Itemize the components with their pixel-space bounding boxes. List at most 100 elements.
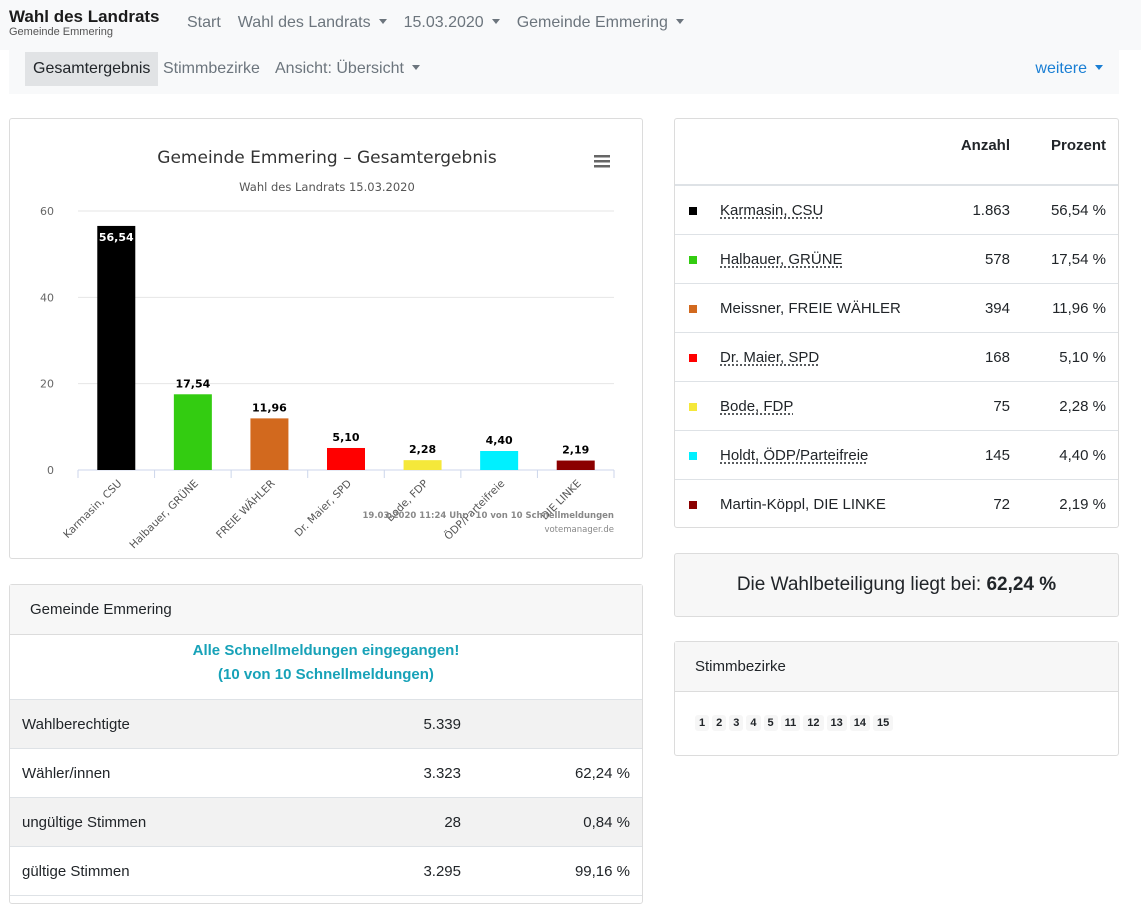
reports-notice: Alle Schnellmeldungen eingegangen! (10 v… (10, 635, 642, 700)
y-tick-label: 0 (47, 464, 54, 477)
district-link[interactable]: 12 (803, 715, 824, 731)
bar[interactable] (327, 447, 365, 470)
bar[interactable] (250, 418, 289, 470)
chart-title: Gemeinde Emmering – Gesamtergebnis (157, 148, 497, 168)
y-tick-label: 60 (40, 205, 54, 218)
top-navbar: Wahl des Landrats Gemeinde Emmering Star… (0, 0, 1141, 50)
candidate-percent: 11,96 % (1052, 300, 1106, 317)
stat-label: Wahlberechtigte (22, 716, 130, 733)
x-tick-label: FREIE WÄHLER (213, 477, 277, 541)
candidate-percent: 2,28 % (1059, 398, 1106, 415)
district-list: 1 2 3 4 5 11 12 13 14 15 (695, 715, 894, 731)
nav-start-link[interactable]: Start (187, 14, 221, 31)
results-row: Halbauer, GRÜNE 578 17,54 % (675, 235, 1118, 284)
results-table-header: Anzahl Prozent (675, 119, 1118, 186)
stats-row: Wahlberechtigte 5.339 (10, 700, 642, 749)
nav-date-dropdown[interactable]: 15.03.2020 (404, 14, 500, 32)
district-link[interactable]: 13 (826, 715, 847, 731)
candidate-votes: 394 (984, 300, 1010, 317)
chart-credit-site: votemanager.de (544, 525, 614, 535)
districts-card: Stimmbezirke 1 2 3 4 5 11 12 13 14 15 (674, 641, 1119, 756)
color-swatch (689, 207, 697, 215)
candidate-name[interactable]: Dr. Maier, SPD (720, 349, 820, 366)
hamburger-menu-icon[interactable] (594, 155, 610, 168)
chevron-down-icon (378, 19, 387, 24)
color-swatch (689, 354, 697, 362)
more-dropdown[interactable]: weitere (1035, 52, 1103, 86)
municipality-stats-card: Gemeinde Emmering Alle Schnellmeldungen … (9, 584, 643, 904)
color-swatch (689, 256, 697, 264)
x-tick-label: ÖDP/Parteifreie (442, 477, 508, 543)
nav-election-dropdown[interactable]: Wahl des Landrats (238, 14, 387, 32)
results-row: Martin-Köppl, DIE LINKE 72 2,19 % (675, 480, 1118, 529)
chevron-down-icon (491, 19, 500, 24)
district-link[interactable]: 3 (729, 715, 744, 731)
color-swatch (689, 501, 697, 509)
chevron-down-icon (1095, 65, 1103, 70)
district-link[interactable]: 4 (746, 715, 761, 731)
candidate-percent: 17,54 % (1050, 251, 1106, 268)
results-row: Holdt, ÖDP/Parteifreie 145 4,40 % (675, 431, 1118, 480)
view-dropdown[interactable]: Ansicht: Übersicht (267, 52, 428, 86)
stats-row: gültige Stimmen 3.295 99,16 % (10, 847, 642, 896)
data-label: 2,28 (409, 443, 436, 456)
stats-row: Wähler/innen 3.323 62,24 % (10, 749, 642, 798)
x-tick-label: Karmasin, CSU (61, 478, 124, 541)
bar[interactable] (97, 225, 136, 470)
district-link[interactable]: 2 (712, 715, 727, 731)
results-table: Anzahl Prozent Karmasin, CSU 1.863 56,54 %… (674, 118, 1119, 528)
candidate-votes: 145 (984, 447, 1010, 464)
candidate-name[interactable]: Halbauer, GRÜNE (720, 251, 843, 268)
bar[interactable] (480, 451, 519, 470)
district-link[interactable]: 5 (763, 715, 778, 731)
stat-label: ungültige Stimmen (22, 814, 147, 831)
color-swatch (689, 452, 697, 460)
tab-stimmbezirke[interactable]: Stimmbezirke (163, 60, 260, 77)
data-label: 56,54 (99, 231, 134, 244)
notice-line2: (10 von 10 Schnellmeldungen) (218, 666, 434, 683)
x-tick-label: Dr. Maier, SPD (293, 478, 355, 540)
stat-value: 5.339 (423, 716, 461, 733)
data-label: 5,10 (332, 431, 359, 444)
data-label: 2,19 (562, 444, 589, 457)
stat-percent: 0,84 % (583, 814, 630, 831)
notice-line1: Alle Schnellmeldungen eingegangen! (192, 642, 460, 659)
candidate-name[interactable]: Bode, FDP (720, 398, 794, 415)
results-row: Bode, FDP 75 2,28 % (675, 382, 1118, 431)
results-row: Dr. Maier, SPD 168 5,10 % (675, 333, 1118, 382)
y-tick-label: 40 (40, 291, 54, 304)
header-percent: Prozent (1050, 137, 1106, 154)
district-link[interactable]: 14 (849, 715, 871, 731)
district-link[interactable]: 1 (695, 715, 710, 731)
district-link[interactable]: 15 (873, 715, 894, 731)
tab-gesamtergebnis[interactable]: Gesamtergebnis (25, 52, 159, 86)
candidate-name[interactable]: Holdt, ÖDP/Parteifreie (720, 447, 869, 464)
more-dropdown-label: weitere (1035, 60, 1087, 77)
district-link[interactable]: 11 (780, 715, 801, 731)
bar[interactable] (403, 460, 442, 470)
stat-percent: 99,16 % (574, 863, 630, 880)
y-tick-label: 20 (40, 378, 54, 391)
candidate-name[interactable]: Karmasin, CSU (720, 202, 824, 219)
nav-election-label: Wahl des Landrats (237, 14, 371, 31)
candidate-percent: 2,19 % (1059, 496, 1106, 513)
bar[interactable] (173, 394, 212, 470)
chart-card: Gemeinde Emmering – Gesamtergebnis Wahl … (9, 118, 643, 559)
view-dropdown-label: Ansicht: Übersicht (275, 60, 404, 77)
candidate-percent: 56,54 % (1050, 202, 1106, 219)
candidate-votes: 578 (984, 251, 1010, 268)
data-label: 11,96 (252, 401, 287, 414)
brand[interactable]: Wahl des Landrats Gemeinde Emmering (9, 8, 160, 39)
chevron-down-icon (675, 19, 684, 24)
nav-municipality-dropdown[interactable]: Gemeinde Emmering (517, 14, 684, 32)
candidate-percent: 5,10 % (1059, 349, 1106, 366)
x-tick-label: Halbauer, GRÜNE (127, 477, 201, 551)
bar-chart: Gemeinde Emmering – Gesamtergebnis Wahl … (40, 148, 615, 551)
results-row: Meissner, FREIE WÄHLER 394 11,96 % (675, 284, 1118, 333)
stat-value: 28 (444, 814, 461, 831)
main-nav: Start Wahl des Landrats 15.03.2020 Gemei… (187, 14, 701, 32)
turnout-text: Die Wahlbeteiligung liegt bei: 62,24 % (675, 574, 1118, 596)
stat-label: gültige Stimmen (22, 863, 130, 880)
bar[interactable] (556, 460, 595, 470)
results-row: Karmasin, CSU 1.863 56,54 % (675, 186, 1118, 235)
